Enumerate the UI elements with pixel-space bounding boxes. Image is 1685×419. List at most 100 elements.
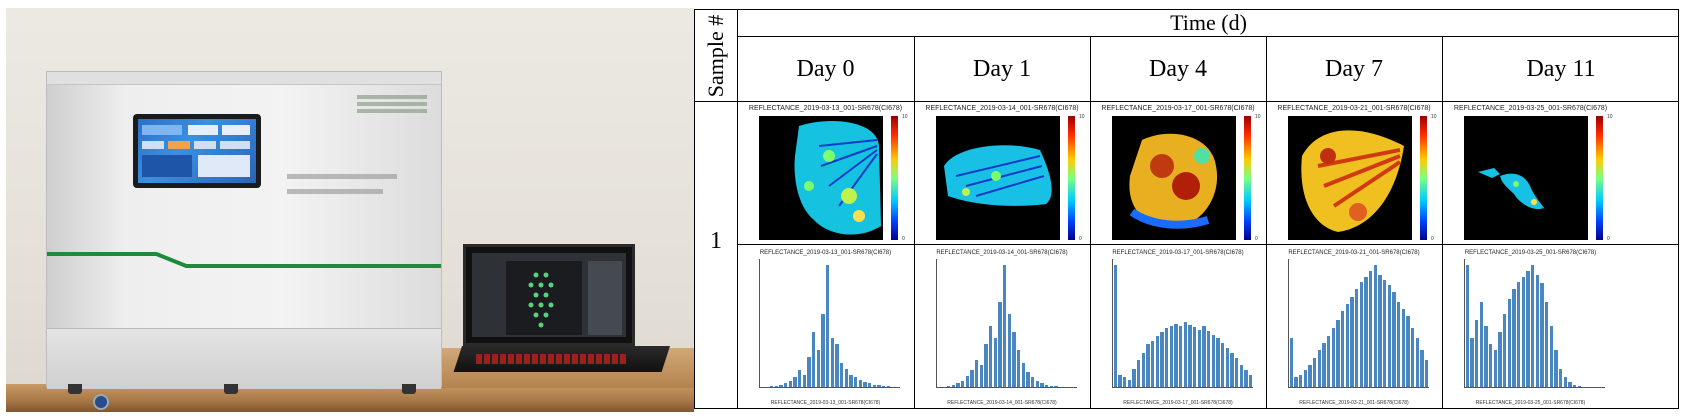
histogram-bar	[1183, 322, 1188, 387]
histogram-bar	[1382, 279, 1387, 387]
histogram-bar	[825, 265, 830, 387]
histogram-bar	[946, 385, 951, 387]
histogram-xlabel: REFLECTANCE_2019-03-17_001-SR678(CI678)	[1123, 400, 1233, 406]
histogram-bar	[802, 374, 807, 387]
histogram-bar	[849, 374, 853, 387]
heatmap-title: REFLECTANCE_2019-03-21_001-SR678(CI678)	[1277, 105, 1431, 112]
histogram-bar	[1146, 344, 1150, 387]
histogram-bar	[1373, 265, 1378, 387]
laptop-side-panel	[588, 261, 622, 335]
histogram-bar	[1563, 377, 1568, 387]
histogram-bar	[988, 326, 993, 387]
laptop-image-panel	[506, 261, 582, 335]
histogram-bar	[1216, 338, 1220, 387]
heatmap-cell: REFLECTANCE_2019-03-14_001-SR678(CI678) …	[914, 102, 1090, 244]
histogram-bar	[1340, 311, 1345, 387]
histogram-bar	[1530, 265, 1535, 387]
histogram-bar	[1127, 379, 1132, 387]
histogram-bar	[1248, 374, 1253, 387]
grid-line	[737, 36, 1678, 37]
histogram-bar	[1230, 352, 1234, 387]
laptop-keyboard	[476, 354, 626, 364]
histogram-bar	[1298, 374, 1303, 387]
histogram-bar	[774, 385, 779, 387]
histogram-bar	[853, 377, 858, 387]
histogram-bar	[1178, 326, 1183, 387]
screen-ui-graphic	[142, 125, 250, 177]
histogram-bar	[1294, 377, 1298, 387]
heatmap-image	[1112, 116, 1236, 240]
histogram-bar	[1479, 301, 1484, 387]
histogram-bar	[1420, 350, 1424, 387]
colorbar-tick: 10	[1431, 114, 1437, 120]
histogram-bar	[1035, 380, 1040, 387]
histogram-bar	[844, 368, 849, 387]
histogram-bar	[1354, 289, 1359, 387]
histogram-bar	[807, 356, 811, 387]
colorbar	[1596, 116, 1603, 240]
histogram-bar	[1021, 362, 1026, 387]
histogram-bar	[1396, 301, 1401, 387]
histogram-bar	[1026, 372, 1030, 387]
histogram-bar	[1364, 277, 1368, 387]
colorbar-tick: 0	[902, 236, 905, 242]
histogram-bar	[811, 332, 816, 387]
cabinet-top	[47, 72, 441, 85]
histogram-cell: REFLECTANCE_2019-03-13_001-SR678(CI678) …	[737, 245, 914, 410]
histogram-bar	[797, 369, 802, 387]
grid-line	[695, 101, 1678, 102]
histogram-bar	[1122, 377, 1127, 387]
histogram-bar	[1572, 384, 1577, 387]
colorbar-tick: 0	[1607, 236, 1610, 242]
sample-header: Sample #	[703, 14, 728, 97]
histogram-bar	[1549, 326, 1554, 387]
histogram-bar	[956, 383, 960, 387]
histogram-bar	[1202, 326, 1206, 387]
histogram-bar	[867, 383, 872, 387]
colorbar	[1244, 116, 1251, 240]
histogram-title: REFLECTANCE_2019-03-25_001-SR678(CI678)	[1464, 250, 1597, 256]
histogram-bar	[1317, 350, 1322, 387]
histogram-title: REFLECTANCE_2019-03-17_001-SR678(CI678)	[1112, 250, 1244, 256]
histogram-bar	[1392, 291, 1396, 387]
histogram-xlabel: REFLECTANCE_2019-03-14_001-SR678(CI678)	[947, 400, 1057, 406]
histogram-bar	[1244, 369, 1248, 387]
histogram-bar	[1493, 350, 1498, 387]
colorbar-tick: 10	[1255, 114, 1261, 120]
histogram-bar	[1554, 350, 1558, 387]
histogram-bar	[793, 377, 797, 387]
histogram-bar	[1007, 313, 1012, 387]
histogram-bar	[1410, 328, 1415, 387]
laptop-leaf-dots	[528, 272, 554, 328]
colorbar-tick: 10	[1079, 114, 1085, 120]
histogram-bar	[783, 383, 788, 387]
histogram-bar	[1535, 274, 1540, 387]
grid-line	[737, 244, 1678, 245]
histogram-bar	[1049, 385, 1054, 387]
cabinet-foot	[224, 384, 238, 394]
heatmap-title: REFLECTANCE_2019-03-17_001-SR678(CI678)	[1101, 105, 1255, 112]
day-header: Day 7	[1325, 56, 1383, 82]
histogram-bar	[1558, 368, 1563, 387]
grid-line	[737, 10, 738, 408]
colorbar-tick: 0	[1255, 236, 1258, 242]
histogram-bar	[872, 384, 877, 387]
histogram-bar	[979, 365, 984, 387]
histogram-cell: REFLECTANCE_2019-03-17_001-SR678(CI678) …	[1090, 245, 1266, 410]
histogram-title: REFLECTANCE_2019-03-13_001-SR678(CI678)	[759, 250, 892, 256]
histogram-bar	[1507, 299, 1512, 387]
histogram-bar	[984, 344, 988, 387]
histogram-bar	[1308, 365, 1312, 387]
histogram-bar	[1169, 326, 1174, 387]
histogram-bar	[1220, 343, 1225, 387]
histogram-bar	[835, 344, 839, 387]
histogram-bar	[1345, 304, 1350, 387]
histogram-bar	[1474, 319, 1479, 387]
touch-screen-display	[138, 119, 256, 183]
histogram-bar	[816, 350, 821, 387]
histogram-bar	[1054, 385, 1058, 387]
grid-line	[914, 36, 915, 408]
histogram-bar	[821, 313, 825, 387]
day-header: Day 11	[1526, 56, 1596, 82]
histogram-bar	[1568, 382, 1572, 387]
